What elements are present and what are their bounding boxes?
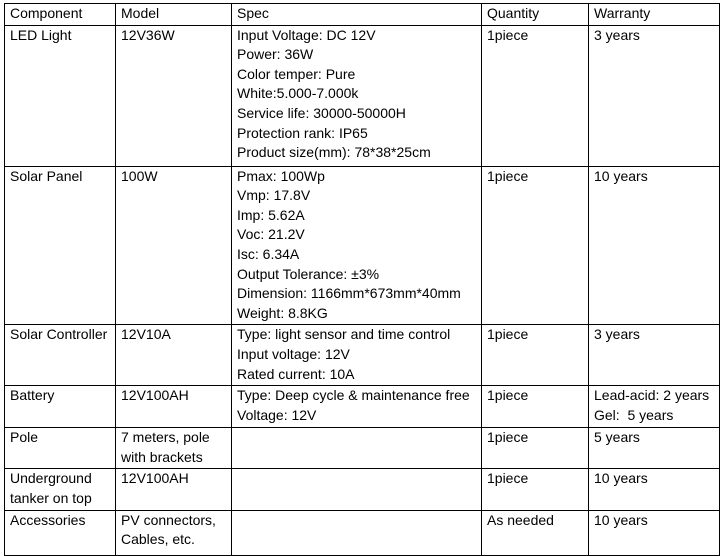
cell-line: Isc: 6.34A: [237, 245, 300, 262]
spec-cell: [231, 509, 482, 556]
table-row-battery: Battery 12V100AH Type: Deep cycle & main…: [4, 385, 720, 429]
model-cell: 7 meters, pole with brackets: [115, 427, 232, 470]
column-header-component: Component: [4, 3, 116, 26]
cell-line: 5 years: [594, 429, 640, 446]
cell-line: Output Tolerance: ±3%: [237, 265, 380, 282]
header-row: Component Model Spec Quantity Warranty: [4, 3, 720, 26]
cell-line: Protection rank: IP65: [237, 124, 368, 141]
quantity-cell: 1piece: [481, 324, 589, 387]
document-page: Component Model Spec Quantity Warranty L…: [0, 3, 723, 556]
warranty-cell: 10 years: [588, 509, 720, 556]
spec-cell: Input Voltage: DC 12V Power: 36W Color tem…: [231, 24, 482, 167]
cell-line: Gel: 5 years: [594, 406, 674, 423]
table-row-pole: Pole 7 meters, pole with brackets 1piece…: [4, 427, 720, 470]
cell-line: Weight: 8.8KG: [237, 304, 328, 321]
cell-line: Pmax: 100Wp: [237, 167, 325, 184]
column-header-model: Model: [115, 3, 232, 26]
model-cell: 12V100AH: [115, 468, 232, 511]
model-cell: 12V100AH: [115, 385, 232, 429]
warranty-cell: 3 years: [588, 324, 720, 387]
component-cell: Pole: [4, 427, 116, 470]
warranty-cell: 10 years: [588, 165, 720, 326]
cell-line: 3 years: [594, 26, 640, 43]
warranty-cell: 5 years: [588, 427, 720, 470]
cell-line: Rated current: 10A: [237, 365, 355, 382]
quantity-cell: 1piece: [481, 165, 589, 326]
quantity-cell: 1piece: [481, 468, 589, 511]
component-cell: LED Light: [4, 24, 116, 167]
component-cell: Solar Controller: [4, 324, 116, 387]
table-row-underground-tanker: Underground tanker on top 12V100AH 1piec…: [4, 468, 720, 511]
cell-line: 10 years: [594, 167, 648, 184]
column-header-spec: Spec: [231, 3, 482, 26]
cell-line: Input Voltage: DC 12V: [237, 26, 376, 43]
cell-line: Lead-acid: 2 years: [594, 387, 710, 404]
warranty-cell: Lead-acid: 2 years Gel: 5 years: [588, 385, 720, 429]
cell-line: Type: Deep cycle & maintenance free: [237, 387, 470, 404]
cell-line: Input voltage: 12V: [237, 345, 350, 362]
quantity-cell: 1piece: [481, 427, 589, 470]
cell-line: Type: light sensor and time control: [237, 326, 451, 343]
cell-line: 10 years: [594, 470, 648, 487]
column-header-quantity: Quantity: [481, 3, 589, 26]
spec-cell: Type: Deep cycle & maintenance free Volta…: [231, 385, 482, 429]
cell-line: Voc: 21.2V: [237, 226, 305, 243]
component-cell: Solar Panel: [4, 165, 116, 326]
warranty-cell: 3 years: [588, 24, 720, 167]
cell-line: White:5.000-7.000k: [237, 85, 359, 102]
cell-line: Dimension: 1166mm*673mm*40mm: [237, 285, 461, 302]
model-cell: 100W: [115, 165, 232, 326]
column-header-warranty: Warranty: [588, 3, 720, 26]
model-cell: 12V10A: [115, 324, 232, 387]
cell-line: Power: 36W: [237, 46, 314, 63]
cell-line: Voltage: 12V: [237, 406, 317, 423]
spec-cell: Type: light sensor and time control Input…: [231, 324, 482, 387]
spec-cell: [231, 468, 482, 511]
quantity-cell: 1piece: [481, 24, 589, 167]
table-row-led-light: LED Light 12V36W Input Voltage: DC 12V Po…: [4, 24, 720, 167]
table-row-solar-panel: Solar Panel 100W Pmax: 100Wp Vmp: 17.8V Im…: [4, 165, 720, 326]
spec-cell: Pmax: 100Wp Vmp: 17.8V Imp: 5.62A Voc: 21.2…: [231, 165, 482, 326]
model-cell: 12V36W: [115, 24, 232, 167]
warranty-cell: 10 years: [588, 468, 720, 511]
cell-line: Vmp: 17.8V: [237, 187, 311, 204]
quantity-cell: 1piece: [481, 385, 589, 429]
table-row-solar-controller: Solar Controller 12V10A Type: light sens…: [4, 324, 720, 387]
component-cell: Underground tanker on top: [4, 468, 116, 511]
cell-line: Imp: 5.62A: [237, 206, 305, 223]
table-row-accessories: Accessories PV connectors, Cables, etc. …: [4, 509, 720, 556]
cell-line: 3 years: [594, 326, 640, 343]
cell-line: 10 years: [594, 511, 648, 528]
cell-line: Color temper: Pure: [237, 65, 356, 82]
cell-line: Service life: 30000-50000H: [237, 104, 406, 121]
spec-cell: [231, 427, 482, 470]
component-cell: Accessories: [4, 509, 116, 556]
product-spec-table: Component Model Spec Quantity Warranty L…: [4, 3, 720, 556]
quantity-cell: As needed: [481, 509, 589, 556]
model-cell: PV connectors, Cables, etc.: [115, 509, 232, 556]
cell-line: Product size(mm): 78*38*25cm: [237, 144, 431, 161]
component-cell: Battery: [4, 385, 116, 429]
